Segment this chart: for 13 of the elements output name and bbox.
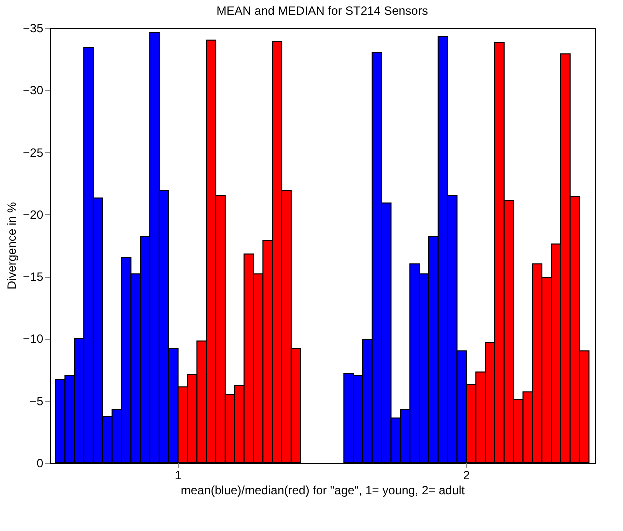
x-axis-title: mean(blue)/median(red) for "age", 1= young, 2= adult — [180, 484, 466, 498]
y-tick-label: −25 — [23, 146, 44, 160]
y-tick-label: −35 — [23, 22, 44, 36]
y-tick-label: −5 — [30, 394, 44, 408]
chart-title: MEAN and MEDIAN for ST214 Sensors — [216, 4, 428, 18]
y-axis-title: Divergence in % — [5, 202, 20, 290]
y-tick-label: −15 — [23, 270, 44, 284]
y-tick-label: −10 — [23, 332, 44, 346]
y-tick-label: 0 — [36, 456, 44, 470]
x-tick-label: 1 — [174, 468, 182, 482]
y-tick-label: −20 — [23, 208, 44, 222]
x-tick-label: 2 — [463, 468, 470, 482]
y-tick-label: −30 — [23, 84, 44, 98]
